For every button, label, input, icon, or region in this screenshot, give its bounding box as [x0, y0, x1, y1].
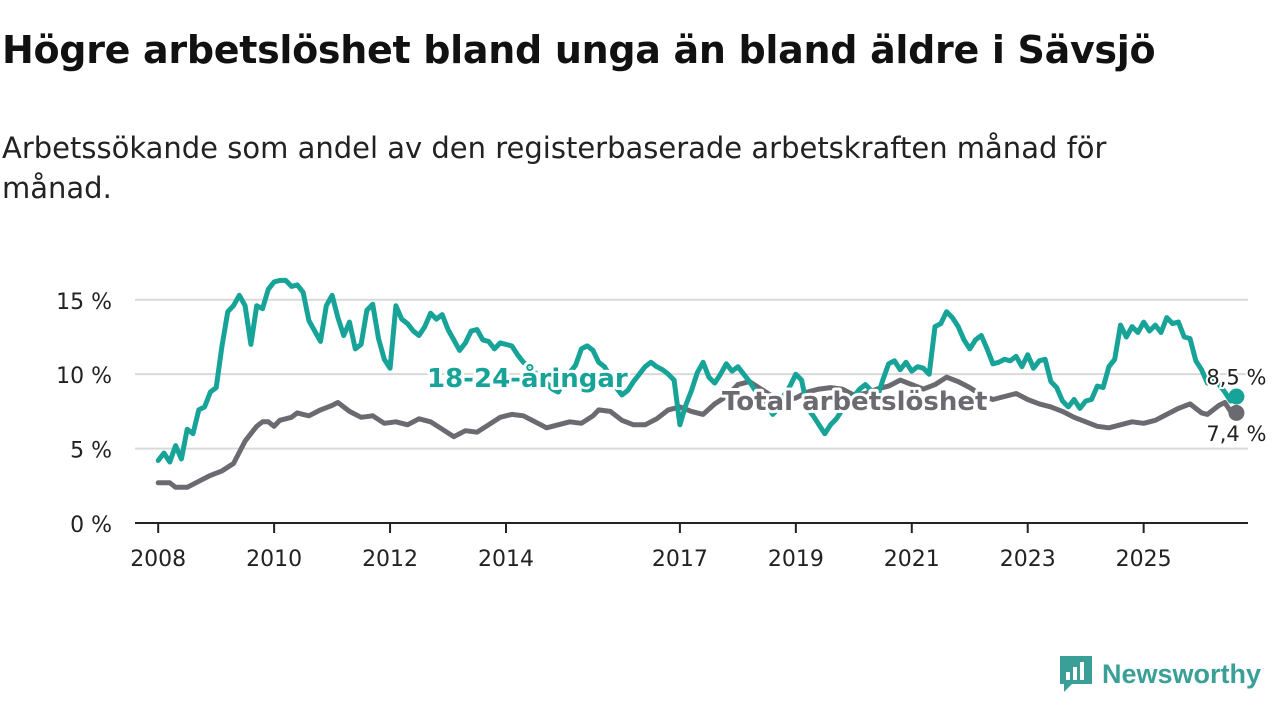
x-tick-label: 2025	[1116, 547, 1172, 572]
y-tick-label: 15 %	[56, 290, 112, 315]
end-point-total	[1228, 404, 1245, 421]
x-tick-label: 2019	[768, 547, 824, 572]
y-tick-label: 0 %	[70, 513, 112, 538]
x-tick-label: 2017	[652, 547, 708, 572]
chart-title: Högre arbetslöshet bland unga än bland ä…	[2, 28, 1156, 72]
series-label-total: Total arbetslöshet	[722, 387, 987, 417]
x-tick-label: 2012	[362, 547, 418, 572]
x-tick-label: 2008	[130, 547, 186, 572]
end-point-youth	[1228, 388, 1245, 405]
end-label-youth: 8,5 %	[1206, 366, 1266, 390]
y-tick-label: 5 %	[70, 439, 112, 464]
series-line-youth	[155, 277, 1239, 465]
brand-logo: Newsworthy	[1058, 654, 1261, 694]
brand-name: Newsworthy	[1102, 658, 1262, 689]
series-label-youth: 18-24-åringar	[427, 362, 628, 394]
newsworthy-logo-icon	[1060, 656, 1092, 692]
x-tick-label: 2021	[884, 547, 940, 572]
x-tick-label: 2014	[478, 547, 534, 572]
x-tick-label: 2010	[246, 547, 302, 572]
y-tick-label: 10 %	[56, 364, 112, 389]
x-tick-label: 2023	[1000, 547, 1056, 572]
chart-subtitle: Arbetssökande som andel av den registerb…	[2, 131, 1107, 205]
end-label-total: 7,4 %	[1206, 422, 1266, 446]
series-line-total	[155, 374, 1239, 490]
